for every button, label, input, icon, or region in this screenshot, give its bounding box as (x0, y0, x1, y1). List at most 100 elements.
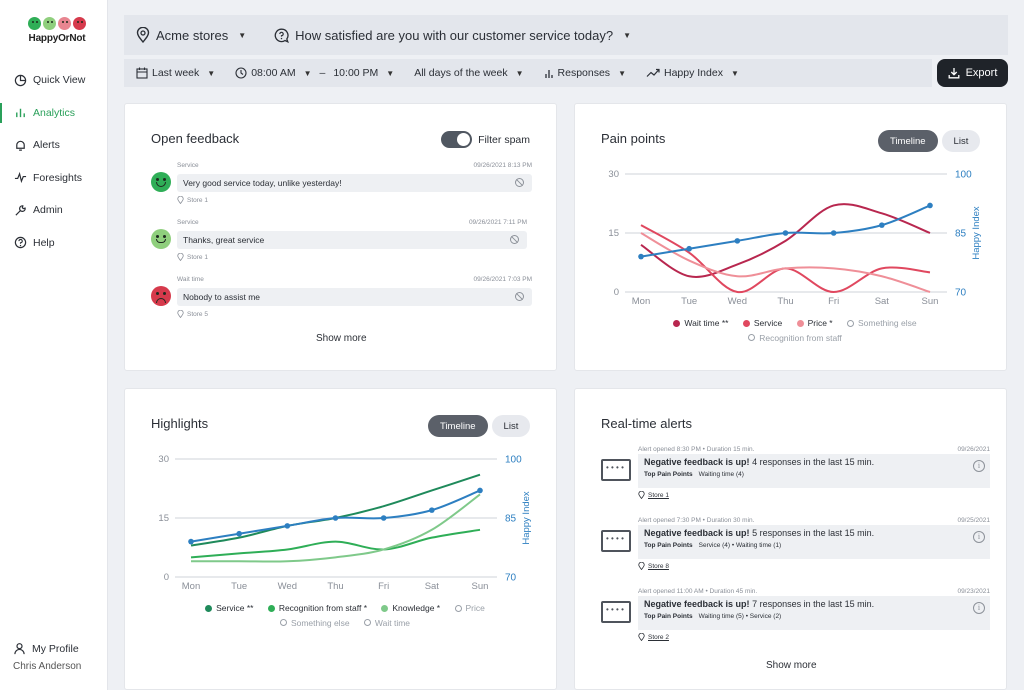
happyornot-logo[interactable]: HappyOrNot (22, 17, 92, 44)
info-icon[interactable]: i (973, 531, 985, 543)
store-label: Store 1 (648, 491, 669, 499)
legend-item[interactable]: Service ** (205, 603, 253, 613)
info-icon[interactable]: i (973, 602, 985, 614)
feedback-item[interactable]: Service 09/26/2021 8:13 PM Very good ser… (151, 162, 532, 206)
data-point[interactable] (477, 487, 483, 494)
data-point[interactable] (686, 245, 692, 252)
time-to-filter[interactable]: 10:00 PM ▼ (333, 67, 394, 79)
alert-device-icon (601, 601, 631, 623)
legend-item[interactable]: Service (742, 318, 782, 328)
show-more-link[interactable]: Show more (316, 333, 367, 344)
sidebar-item-quick-view[interactable]: Quick View (0, 64, 108, 97)
question-bubble-icon (274, 28, 290, 43)
download-icon (948, 68, 960, 79)
alert-item[interactable]: Alert opened 7:30 PM • Duration 30 min. … (601, 517, 990, 575)
data-point[interactable] (429, 507, 435, 513)
sidebar-item-label: Analytics (33, 106, 76, 119)
logo-faces (22, 17, 92, 30)
legend-label: Recognition from staff * (278, 603, 368, 613)
feedback-bubble: Thanks, great service (177, 231, 527, 249)
legend-item[interactable]: Wait time ** (673, 318, 728, 328)
calendar-icon (136, 67, 148, 79)
data-point[interactable] (782, 230, 789, 236)
chart-legend: Service ** Recognition from staff * Know… (195, 603, 495, 628)
sidebar-item-analytics[interactable]: Analytics (0, 97, 108, 130)
view-switch: Timeline List (428, 415, 531, 437)
sidebar-item-label: Alerts (33, 139, 60, 152)
data-point[interactable] (284, 523, 291, 529)
alert-store-link[interactable]: Store 2 (638, 633, 669, 641)
period-filter[interactable]: Last week ▼ (136, 67, 215, 79)
store-selector[interactable]: Acme stores ▼ (136, 27, 246, 43)
series-line[interactable] (640, 203, 931, 278)
tab-timeline[interactable]: Timeline (428, 415, 488, 437)
alert-store-link[interactable]: Store 8 (638, 562, 669, 570)
store-label: Store 5 (187, 310, 208, 318)
alert-store-link[interactable]: Store 1 (638, 491, 669, 499)
metric-filter[interactable]: Responses ▼ (544, 67, 626, 79)
show-more-link[interactable]: Show more (766, 660, 817, 671)
data-point[interactable] (927, 202, 933, 209)
feedback-item[interactable]: Wait time 09/26/2021 7:03 PM Nobody to a… (151, 276, 532, 320)
profile-label[interactable]: My Profile (32, 642, 79, 655)
series-line[interactable] (640, 232, 931, 293)
legend-item[interactable]: Something else (847, 318, 917, 328)
feedback-category: Wait time (177, 276, 204, 283)
trend-icon (13, 171, 27, 185)
data-point[interactable] (188, 538, 194, 545)
logo-face-icon (58, 17, 71, 30)
legend-item[interactable]: Recognition from staff (748, 333, 842, 343)
series-line[interactable] (191, 493, 481, 563)
x-tick-label: Thu (327, 581, 343, 592)
block-spam-icon[interactable] (510, 235, 519, 244)
feedback-item[interactable]: Service 09/26/2021 7:11 PM Thanks, great… (151, 219, 527, 263)
tab-list[interactable]: List (491, 415, 531, 437)
bar-chart-icon (13, 106, 27, 120)
time-from-filter[interactable]: 08:00 AM ▼ – (235, 67, 325, 79)
legend-label: Wait time ** (684, 318, 729, 328)
legend-item[interactable]: Wait time (363, 618, 410, 628)
series-line[interactable] (190, 528, 481, 559)
location-pin-icon (638, 562, 645, 570)
toggle-switch[interactable] (441, 131, 473, 148)
card-title: Pain points (601, 131, 666, 146)
y-tick-label: 30 (158, 454, 169, 465)
legend-item[interactable]: Recognition from staff * (267, 603, 368, 613)
data-point[interactable] (332, 515, 339, 521)
index-filter[interactable]: Happy Index ▼ (646, 67, 739, 79)
caret-down-icon: ▼ (386, 68, 395, 78)
block-spam-icon[interactable] (515, 178, 524, 187)
feedback-date: 09/26/2021 8:13 PM (473, 162, 532, 169)
legend-item[interactable]: Knowledge * (381, 603, 440, 613)
sidebar-item-alerts[interactable]: Alerts (0, 129, 108, 162)
data-point[interactable] (830, 230, 837, 236)
legend-item[interactable]: Price * (796, 318, 833, 328)
legend-item[interactable]: Something else (279, 618, 350, 628)
alert-item[interactable]: Alert opened 11:00 AM • Duration 45 min.… (601, 588, 990, 646)
export-button[interactable]: Export (937, 59, 1008, 87)
y-tick-label: 0 (614, 287, 619, 298)
data-point[interactable] (638, 253, 644, 260)
question-selector[interactable]: How satisfied are you with our customer … (274, 28, 631, 43)
open-feedback-card: Open feedback Filter spam Service 09/26/… (124, 103, 557, 371)
info-icon[interactable]: i (973, 460, 985, 472)
filter-spam-toggle[interactable]: Filter spam (441, 131, 530, 148)
alert-device-icon (601, 459, 631, 481)
days-filter[interactable]: All days of the week ▼ (414, 67, 523, 79)
alert-date: 09/23/2021 (957, 588, 990, 595)
data-point[interactable] (879, 222, 885, 228)
legend-label: Service ** (216, 603, 254, 613)
data-point[interactable] (734, 238, 741, 244)
block-spam-icon[interactable] (515, 292, 524, 301)
sidebar-item-admin[interactable]: Admin (0, 194, 108, 227)
sidebar-item-foresights[interactable]: Foresights (0, 162, 108, 195)
tab-list[interactable]: List (941, 130, 981, 152)
data-point[interactable] (380, 515, 387, 521)
view-switch: Timeline List (878, 130, 981, 152)
data-point[interactable] (236, 530, 242, 537)
profile-section[interactable]: My Profile Chris Anderson (13, 642, 81, 673)
tab-timeline[interactable]: Timeline (878, 130, 938, 152)
sidebar-item-help[interactable]: Help (0, 227, 108, 260)
alert-item[interactable]: Alert opened 8:30 PM • Duration 15 min. … (601, 446, 990, 504)
legend-item[interactable]: Price (454, 603, 485, 613)
